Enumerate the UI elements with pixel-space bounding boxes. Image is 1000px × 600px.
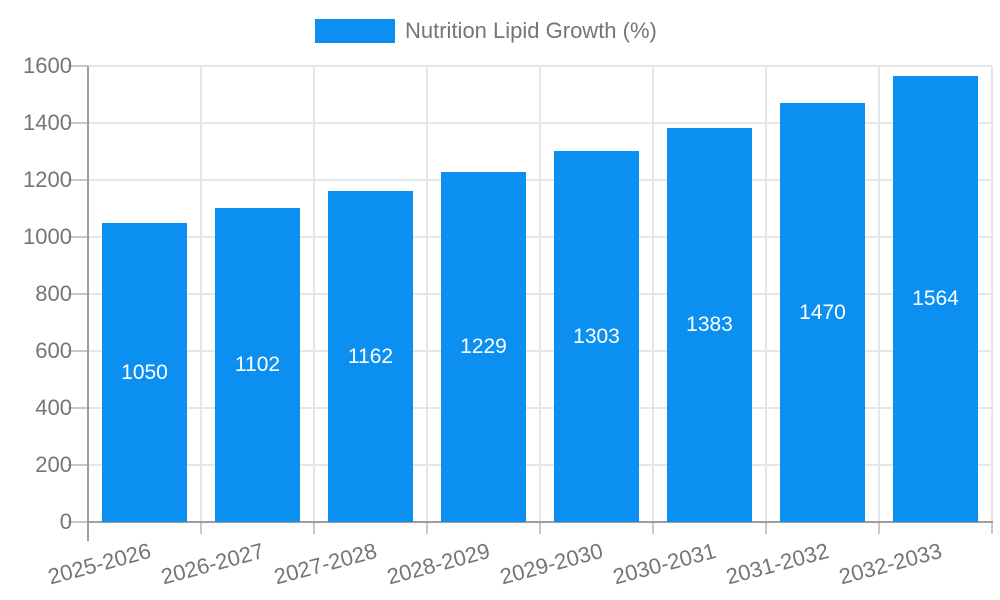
y-tick [68,350,88,352]
y-tick [68,236,88,238]
y-tick [68,65,88,67]
x-gridline [426,66,428,522]
bar: 1229 [441,172,526,522]
y-axis-line [87,66,89,541]
x-tick [539,523,541,534]
y-tick-label: 1400 [23,110,72,135]
legend-label: Nutrition Lipid Growth (%) [405,18,657,43]
bar-value-label: 1470 [799,300,846,324]
x-gridline [991,66,993,522]
x-tick [652,523,654,534]
x-tick [313,523,315,534]
y-tick [68,464,88,466]
y-tick [68,521,88,523]
x-tick [765,523,767,534]
bar: 1102 [215,208,300,522]
x-gridline [313,66,315,522]
x-tick [200,523,202,534]
y-tick [68,122,88,124]
x-axis-line [87,521,993,523]
y-tick-label: 400 [35,395,72,420]
x-tick [426,523,428,534]
y-tick-label: 800 [35,281,72,306]
y-tick-label: 1200 [23,167,72,192]
bar-value-label: 1303 [573,324,620,348]
bar: 1303 [554,151,639,522]
bar-value-label: 1102 [234,353,281,376]
bar: 1383 [667,128,752,522]
bar-value-label: 1564 [912,287,959,310]
bar: 1470 [780,103,865,522]
x-gridline [652,66,654,522]
x-tick [991,523,993,534]
bar-value-label: 1050 [121,360,168,384]
legend-swatch [315,19,395,43]
bar: 1564 [893,76,978,522]
bar: 1162 [328,191,413,522]
y-tick [68,293,88,295]
x-gridline [200,66,202,522]
y-tick [68,407,88,409]
y-tick-label: 1000 [23,224,72,249]
bar-value-label: 1383 [686,313,733,336]
y-tick-label: 200 [35,452,72,477]
y-tick-label: 1600 [23,53,72,78]
y-tick-label: 0 [59,509,72,534]
x-tick [878,523,880,534]
x-gridline [539,66,541,522]
y-tick-label: 600 [35,338,72,363]
bar: 1050 [102,223,187,522]
y-tick [68,179,88,181]
x-gridline [878,66,880,522]
bar-value-label: 1162 [347,344,394,368]
bar-value-label: 1229 [460,335,507,358]
x-gridline [765,66,767,522]
